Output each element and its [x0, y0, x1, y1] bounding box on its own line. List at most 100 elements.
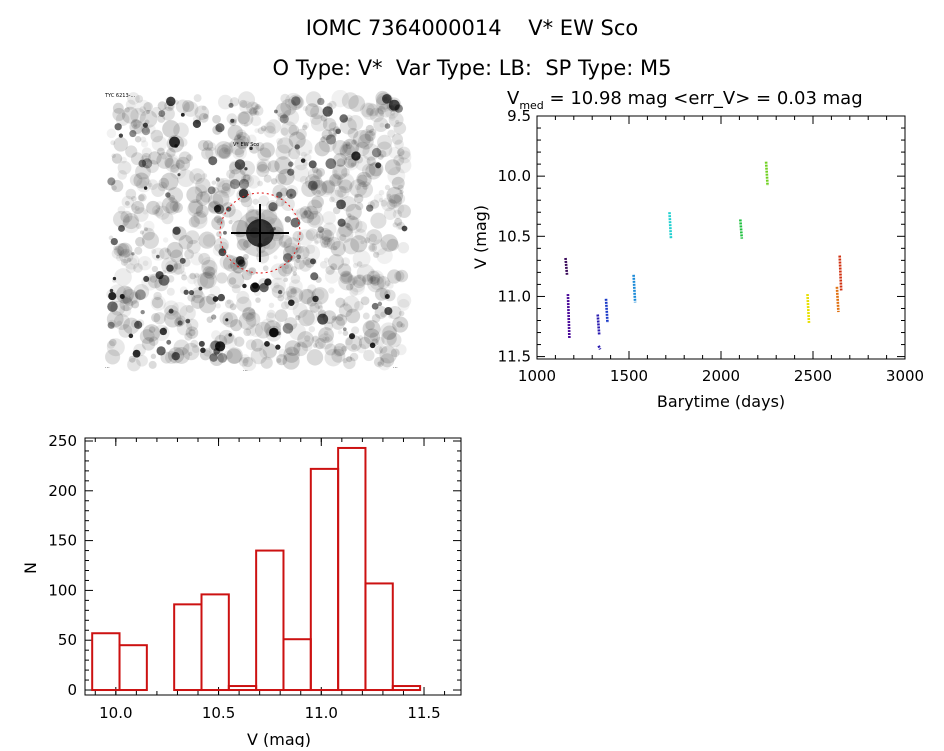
sky-haze	[164, 157, 175, 168]
sky-haze	[368, 233, 378, 243]
sky-haze	[111, 185, 117, 191]
sky-haze	[299, 175, 309, 185]
sky-haze	[362, 183, 369, 190]
sky-haze	[257, 127, 265, 135]
sky-haze	[236, 290, 250, 304]
sky-haze	[361, 102, 379, 120]
sky-haze	[252, 198, 259, 205]
sky-haze	[208, 193, 224, 209]
sky-haze	[111, 153, 116, 159]
sky-haze	[384, 159, 401, 176]
sky-haze	[164, 154, 180, 170]
sky-haze	[245, 312, 261, 327]
sky-haze	[188, 216, 200, 228]
sky-star	[109, 288, 114, 293]
sky-haze	[195, 204, 209, 218]
sky-haze	[175, 315, 186, 326]
sky-haze	[140, 124, 150, 134]
sky-haze	[358, 336, 372, 350]
sky-haze	[339, 270, 353, 285]
sky-haze	[190, 339, 199, 348]
sky-star	[238, 188, 249, 199]
sky-haze	[133, 263, 143, 273]
sky-haze	[201, 259, 218, 277]
sky-haze	[373, 117, 389, 133]
sky-haze	[224, 299, 234, 309]
histogram-xtick-label: 11.5	[407, 704, 440, 722]
sky-haze	[227, 264, 233, 269]
sky-haze	[389, 194, 402, 207]
sky-haze	[283, 346, 300, 363]
sky-haze	[395, 157, 412, 174]
histogram-xtick-label: 10.0	[99, 704, 132, 722]
sky-haze	[151, 296, 164, 309]
sky-haze	[216, 177, 232, 194]
sky-haze	[246, 267, 255, 277]
sky-haze	[122, 215, 140, 234]
sky-haze	[276, 354, 288, 366]
sky-haze	[288, 94, 304, 110]
sky-star	[242, 283, 247, 289]
sky-haze	[243, 239, 252, 248]
sky-haze	[311, 195, 324, 209]
sky-haze	[329, 172, 344, 187]
sky-haze	[320, 114, 328, 122]
sky-haze	[278, 234, 293, 249]
sky-haze	[308, 213, 321, 226]
sky-haze	[150, 295, 166, 311]
sky-haze	[238, 111, 254, 127]
sky-haze	[286, 287, 304, 304]
sky-haze	[343, 356, 356, 370]
sky-haze	[166, 187, 184, 204]
sky-star	[223, 230, 227, 235]
sky-haze	[197, 139, 209, 151]
sky-star	[140, 309, 145, 315]
sky-haze	[120, 258, 128, 266]
sky-haze	[314, 337, 326, 349]
sky-haze	[369, 107, 385, 123]
lightcurve-data	[564, 161, 843, 350]
sky-haze	[128, 355, 136, 363]
sky-haze	[324, 321, 334, 331]
sky-haze	[304, 205, 319, 220]
sky-haze	[182, 101, 199, 117]
sky-haze	[251, 102, 259, 110]
sky-star	[185, 318, 191, 324]
sky-haze	[252, 105, 264, 117]
sky-haze	[347, 213, 352, 218]
sky-star	[375, 162, 382, 169]
sky-haze	[281, 241, 287, 248]
sky-haze	[346, 356, 353, 363]
sky-haze	[204, 266, 218, 280]
sky-haze	[141, 152, 151, 162]
sky-haze	[138, 193, 147, 202]
sky-haze	[270, 277, 286, 294]
sky-haze	[367, 275, 385, 293]
sky-haze	[236, 296, 252, 312]
sky-image-svg: TYC 6213-... V* EW Sco ... ... ...	[103, 89, 414, 373]
sky-haze	[140, 155, 150, 165]
sky-haze	[295, 314, 301, 321]
sky-haze	[250, 115, 262, 127]
sky-haze	[172, 202, 183, 213]
sky-haze	[357, 335, 364, 341]
sky-haze	[154, 208, 165, 218]
sky-haze	[336, 314, 344, 322]
sky-star	[158, 274, 170, 286]
sky-haze	[156, 152, 174, 169]
sky-star	[351, 151, 361, 161]
sky-star	[168, 308, 174, 314]
sky-star	[180, 112, 185, 117]
sky-haze	[280, 301, 290, 310]
sky-haze	[328, 100, 337, 110]
sky-haze	[335, 297, 346, 308]
sky-haze	[314, 141, 330, 157]
sky-haze	[187, 200, 204, 217]
sky-haze	[292, 230, 304, 242]
sky-haze	[116, 285, 135, 304]
sky-haze	[365, 107, 374, 116]
sky-haze	[201, 105, 207, 111]
sky-haze	[328, 173, 342, 187]
sky-star	[282, 253, 293, 263]
sky-star	[381, 93, 392, 104]
